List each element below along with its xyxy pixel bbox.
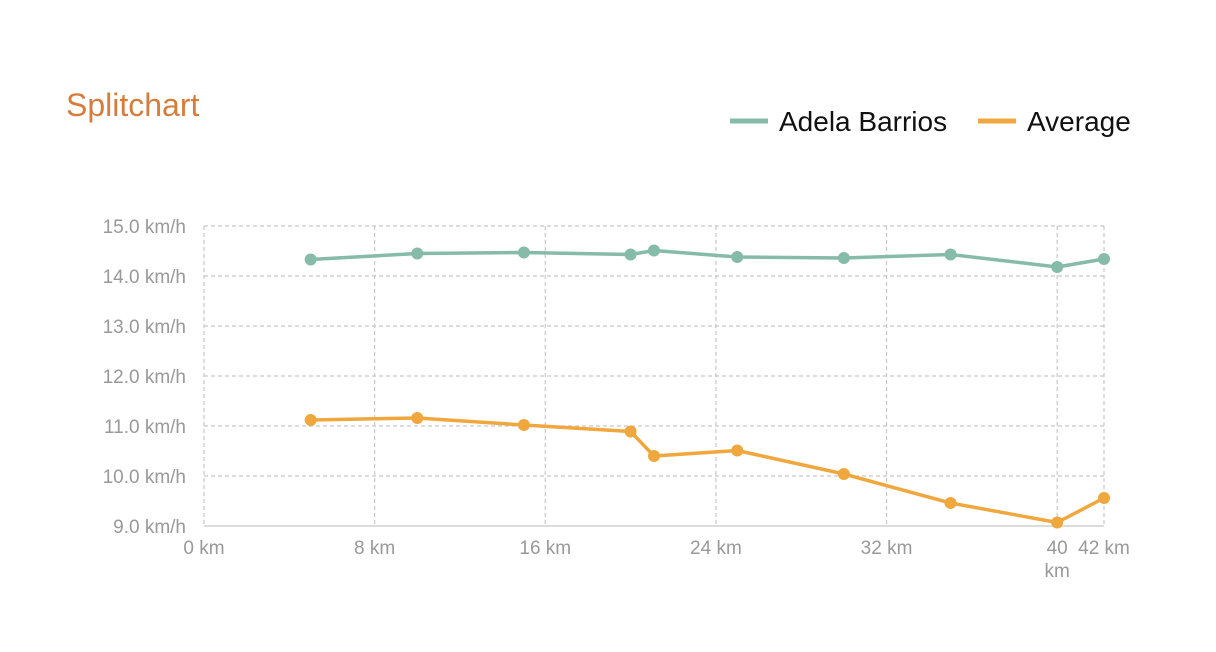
x-tick-label: km (1045, 561, 1070, 582)
data-point-adela-barrios[interactable] (837, 252, 850, 264)
y-tick-label: 11.0 km/h (104, 417, 186, 438)
y-tick-label: 10.0 km/h (103, 467, 186, 488)
data-point-average[interactable] (1051, 516, 1064, 529)
legend-label-adela-barrios: Adela Barrios (779, 106, 947, 137)
y-tick-label: 12.0 km/h (103, 367, 186, 388)
y-tick-label: 15.0 km/h (103, 217, 186, 238)
y-tick-label: 13.0 km/h (103, 317, 186, 338)
chart-title: Splitchart (66, 87, 200, 123)
data-point-adela-barrios[interactable] (944, 248, 957, 261)
grid (203, 225, 1105, 527)
x-tick-label: 16 km (519, 538, 571, 559)
data-point-average[interactable] (837, 468, 850, 480)
data-point-average[interactable] (411, 412, 424, 424)
data-point-adela-barrios[interactable] (1051, 261, 1064, 273)
legend-item-adela-barrios[interactable]: Adela Barrios (730, 106, 947, 137)
data-point-adela-barrios[interactable] (304, 253, 317, 266)
series-line-average (308, 416, 1106, 525)
data-point-adela-barrios[interactable] (1098, 253, 1110, 265)
data-point-average[interactable] (1098, 492, 1110, 504)
data-point-average[interactable] (624, 425, 637, 438)
data-point-adela-barrios[interactable] (517, 246, 530, 259)
x-tick-label: 0 km (183, 538, 224, 559)
data-point-adela-barrios[interactable] (624, 248, 637, 261)
data-point-average[interactable] (944, 497, 957, 509)
data-point-average[interactable] (304, 414, 317, 426)
data-point-adela-barrios[interactable] (731, 251, 744, 263)
x-tick-label: 40 (1047, 538, 1068, 559)
x-tick-label: 42 km (1078, 538, 1130, 559)
x-tick-label: 8 km (354, 538, 395, 559)
legend-label-average: Average (1027, 106, 1131, 137)
data-point-adela-barrios[interactable] (648, 244, 660, 257)
y-tick-label: 14.0 km/h (103, 267, 186, 288)
x-tick-label: 24 km (690, 538, 742, 559)
tick-labels: 9.0 km/h 10.0 km/h 11.0 km/h 12.0 km/h 13.0 … (103, 217, 1130, 582)
x-tick-label: 32 km (861, 538, 913, 559)
data-point-average[interactable] (517, 419, 530, 431)
data-point-average[interactable] (648, 450, 660, 462)
series-line-adela-barrios (308, 248, 1106, 269)
legend-item-average[interactable]: Average (978, 106, 1131, 137)
data-point-average[interactable] (731, 444, 744, 457)
y-tick-label: 9.0 km/h (113, 517, 186, 538)
legend: Adela Barrios Average (730, 106, 1131, 137)
data-point-adela-barrios[interactable] (411, 247, 424, 260)
series (304, 244, 1110, 529)
